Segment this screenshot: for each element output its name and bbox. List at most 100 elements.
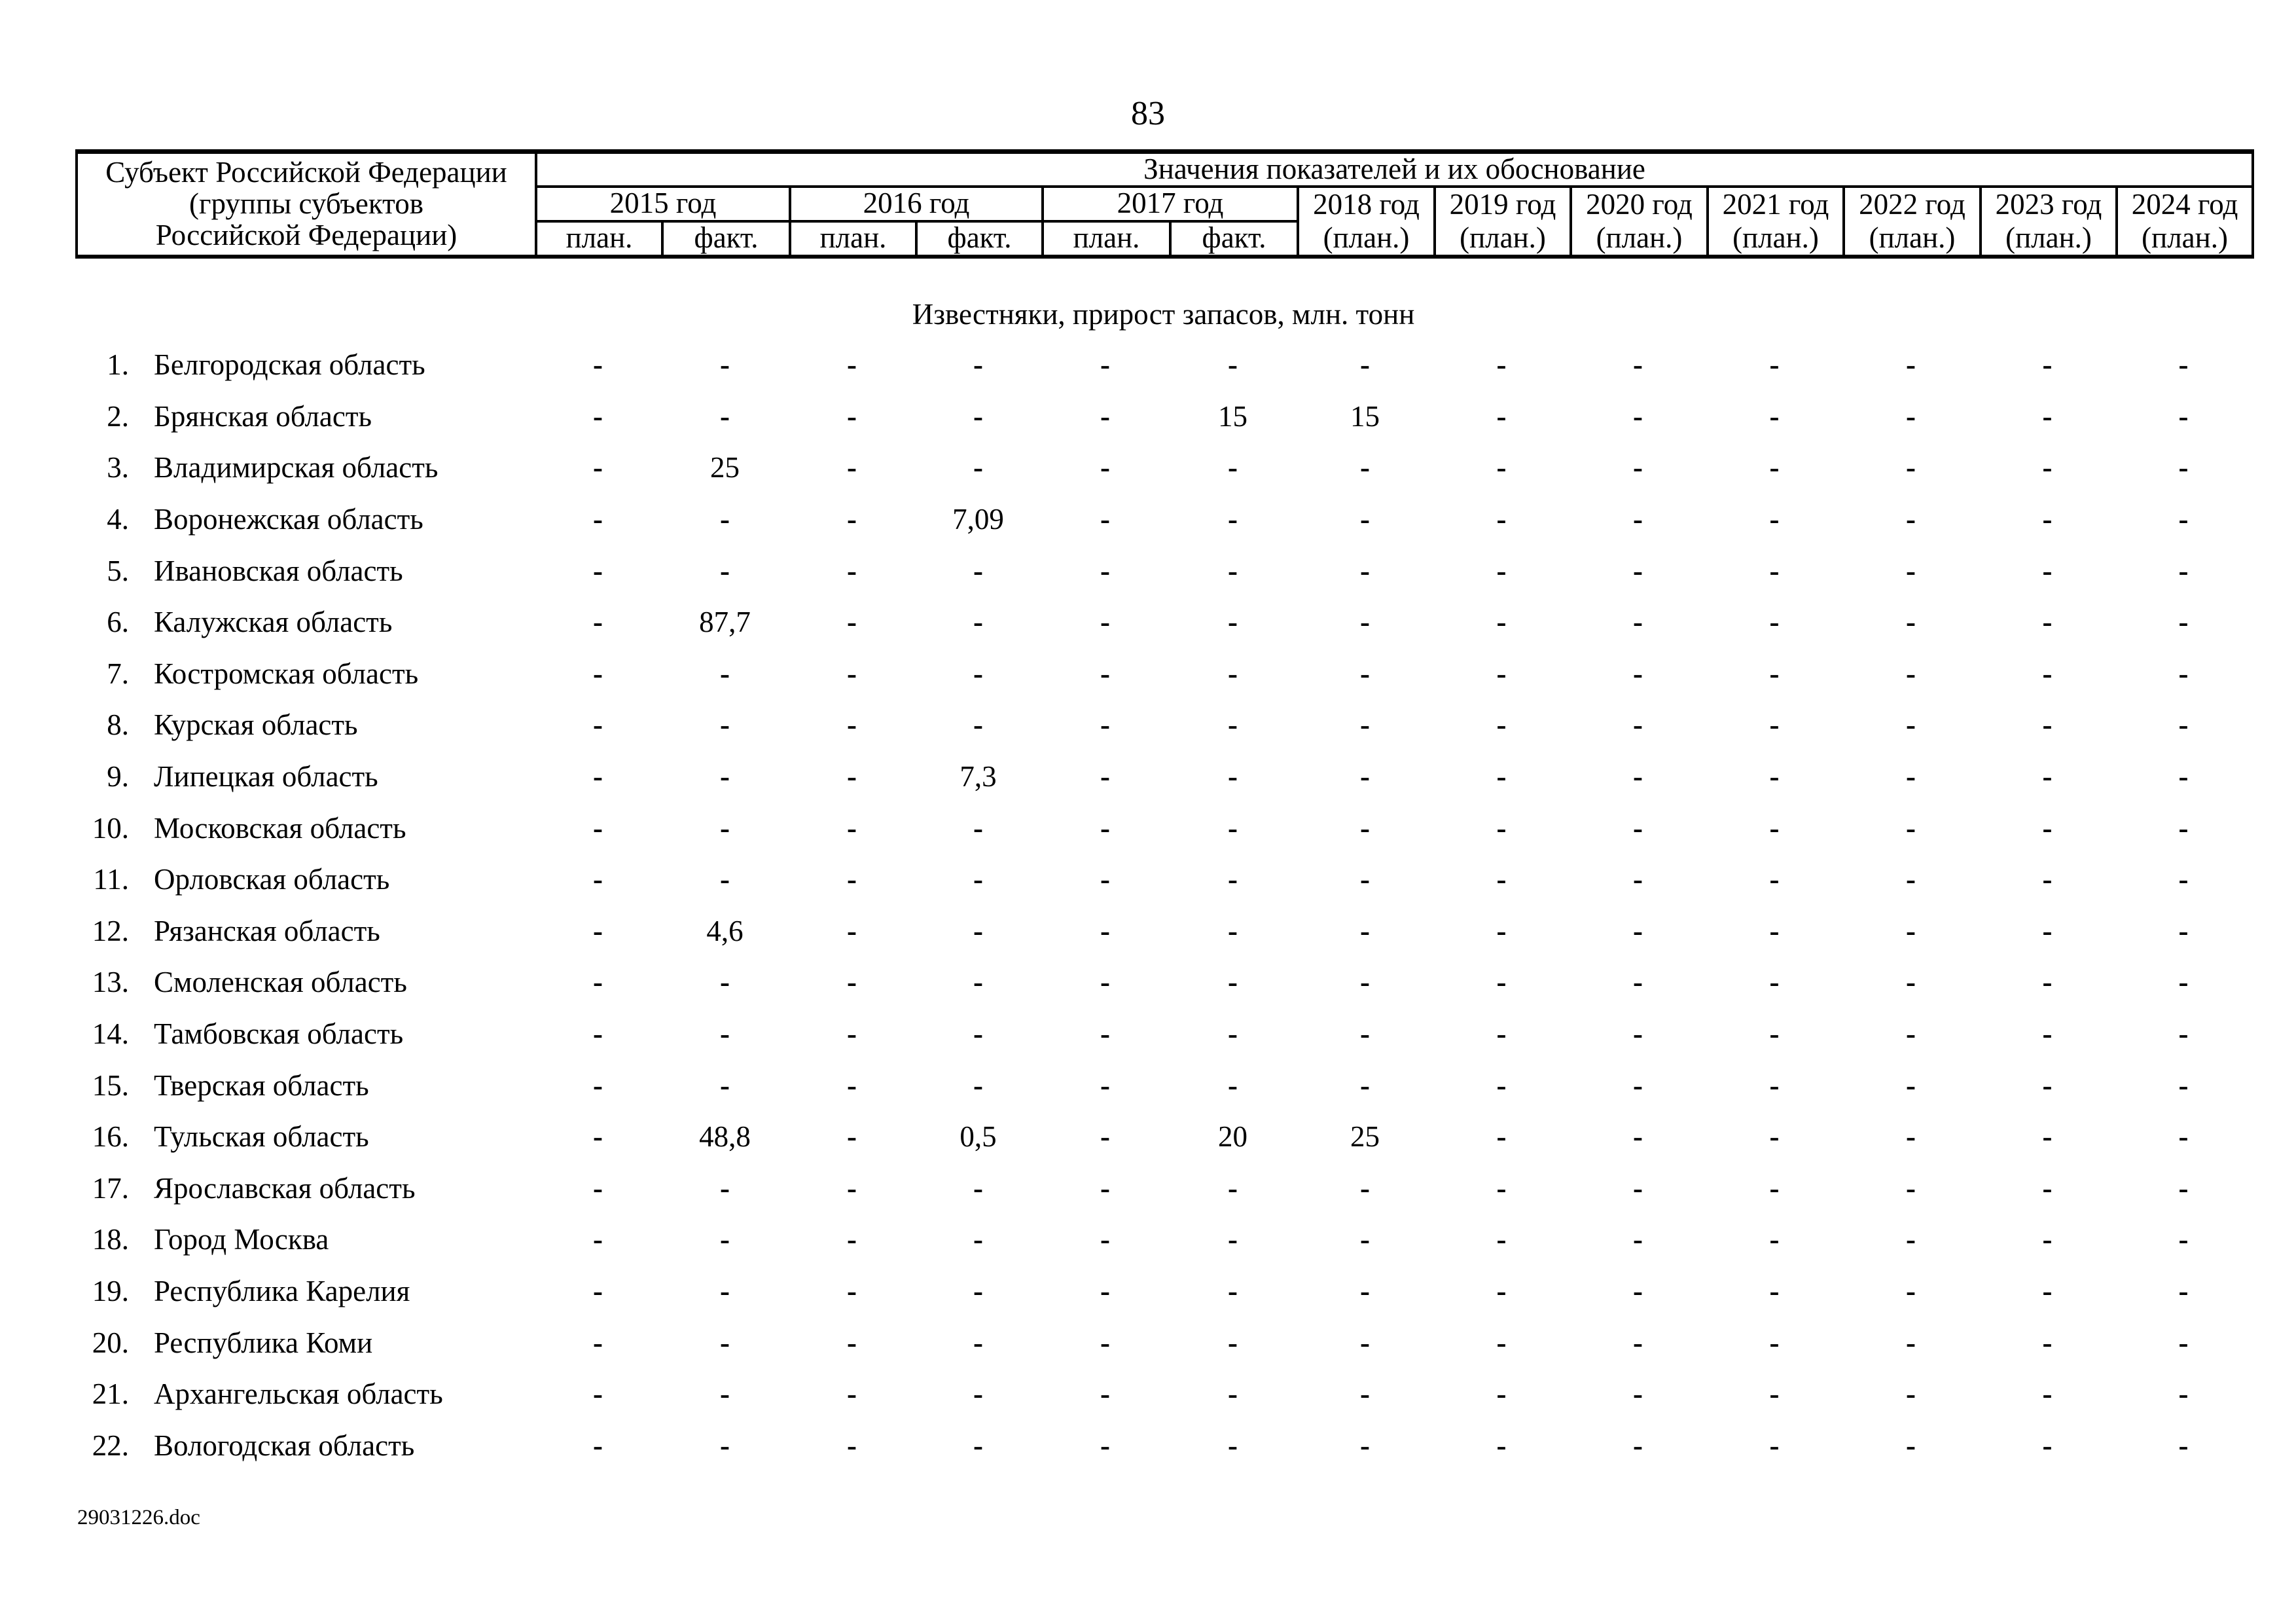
region-cell: 5. Ивановская область (75, 545, 535, 596)
table-row: 20. Республика Коми - - - - - - - - - - - - - (75, 1317, 2251, 1368)
empty-value-cell: - (973, 1223, 983, 1256)
region-cell: 11. Орловская область (75, 854, 535, 905)
plan-fact-header: факт. (1169, 219, 1299, 258)
region-name: Орловская область (154, 863, 390, 896)
value-cell: 0,5 (960, 1120, 997, 1154)
empty-value-cell: - (1100, 1120, 1110, 1154)
empty-value-cell: - (2042, 1326, 2053, 1359)
empty-value-cell: - (1633, 1120, 1643, 1154)
empty-value-cell: - (847, 1017, 857, 1051)
empty-value-cell: - (1906, 1171, 1916, 1205)
empty-value-cell: - (720, 1377, 730, 1411)
empty-value-cell: - (973, 399, 983, 433)
empty-value-cell: - (1633, 811, 1643, 845)
empty-value-cell: - (2042, 399, 2053, 433)
empty-value-cell: - (973, 1326, 983, 1359)
empty-value-cell: - (1100, 863, 1110, 896)
empty-value-cell: - (1360, 503, 1370, 536)
table-row: 14. Тамбовская область - - - - - - - - - - - - - (75, 1008, 2251, 1060)
empty-value-cell: - (1496, 1068, 1507, 1102)
empty-value-cell: - (1100, 708, 1110, 742)
empty-value-cell: - (1100, 966, 1110, 999)
empty-value-cell: - (1228, 1171, 1238, 1205)
empty-value-cell: - (2042, 1068, 2053, 1102)
year-label: 2024 год (2131, 187, 2238, 221)
section-title: Известняки, прирост запасов, млн. тонн (912, 298, 1415, 331)
empty-value-cell: - (1633, 554, 1643, 587)
empty-value-cell: - (1906, 554, 1916, 587)
empty-value-cell: - (2178, 1274, 2189, 1307)
empty-value-cell: - (1906, 1120, 1916, 1154)
plan-label: (план.) (1460, 221, 1546, 254)
empty-value-cell: - (2042, 348, 2053, 382)
value-cell: 7,3 (960, 760, 997, 793)
region-name: Архангельская область (154, 1377, 443, 1411)
page-number: 83 (1131, 95, 1165, 132)
empty-value-cell: - (1100, 503, 1110, 536)
region-name: Смоленская область (154, 966, 407, 999)
row-number: 2. (107, 399, 129, 433)
empty-value-cell: - (1769, 503, 1780, 536)
table-row: 11. Орловская область - - - - - - - - - - - - - (75, 854, 2251, 905)
empty-value-cell: - (973, 1068, 983, 1102)
empty-value-cell: - (1906, 1017, 1916, 1051)
value-cell: 48,8 (699, 1120, 751, 1154)
region-cell: 9. Липецкая область (75, 751, 535, 803)
empty-value-cell: - (1769, 966, 1780, 999)
empty-value-cell: - (593, 1429, 603, 1462)
empty-value-cell: - (973, 1377, 983, 1411)
empty-value-cell: - (973, 914, 983, 947)
empty-value-cell: - (720, 1326, 730, 1359)
empty-value-cell: - (973, 451, 983, 484)
empty-value-cell: - (1496, 657, 1507, 690)
table-row: 2. Брянская область - - - - - 15 15 - - - - - - (75, 391, 2251, 443)
empty-value-cell: - (1906, 1223, 1916, 1256)
empty-value-cell: - (1633, 451, 1643, 484)
empty-value-cell: - (1360, 554, 1370, 587)
empty-value-cell: - (1633, 1171, 1643, 1205)
empty-value-cell: - (1496, 606, 1507, 639)
empty-value-cell: - (1100, 399, 1110, 433)
empty-value-cell: - (1228, 1326, 1238, 1359)
empty-value-cell: - (847, 606, 857, 639)
empty-value-cell: - (1769, 811, 1780, 845)
empty-value-cell: - (973, 348, 983, 382)
table-row: 22. Вологодская область - - - - - - - - - - - - - (75, 1419, 2251, 1471)
empty-value-cell: - (847, 966, 857, 999)
empty-value-cell: - (1496, 1326, 1507, 1359)
value-cell: 25 (1350, 1120, 1380, 1154)
region-name: Вологодская область (154, 1429, 415, 1462)
empty-value-cell: - (1496, 1429, 1507, 1462)
year-label: 2023 год (1995, 187, 2102, 221)
empty-value-cell: - (847, 503, 857, 536)
table-row: 12. Рязанская область - 4,6 - - - - - - - - - - - (75, 905, 2251, 957)
value-cell: 7,09 (952, 503, 1004, 536)
empty-value-cell: - (593, 914, 603, 947)
empty-value-cell: - (973, 1171, 983, 1205)
empty-value-cell: - (2178, 863, 2189, 896)
empty-value-cell: - (1633, 863, 1643, 896)
value-cell: 87,7 (699, 606, 751, 639)
empty-value-cell: - (2178, 1377, 2189, 1411)
empty-value-cell: - (1360, 1171, 1370, 1205)
empty-value-cell: - (847, 657, 857, 690)
empty-value-cell: - (1496, 1274, 1507, 1307)
empty-value-cell: - (1100, 914, 1110, 947)
row-number: 21. (92, 1377, 129, 1411)
empty-value-cell: - (2042, 1429, 2053, 1462)
empty-value-cell: - (847, 1377, 857, 1411)
empty-value-cell: - (1228, 606, 1238, 639)
empty-value-cell: - (1228, 1017, 1238, 1051)
empty-value-cell: - (2042, 1171, 2053, 1205)
empty-value-cell: - (1769, 1326, 1780, 1359)
empty-value-cell: - (2178, 399, 2189, 433)
region-cell: 22. Вологодская область (75, 1419, 535, 1471)
empty-value-cell: - (1633, 1223, 1643, 1256)
empty-value-cell: - (847, 1120, 857, 1154)
region-name: Тверская область (154, 1068, 369, 1102)
empty-value-cell: - (2178, 1120, 2189, 1154)
year-group-header: 2024 год (план.) (2115, 185, 2255, 258)
empty-value-cell: - (847, 1326, 857, 1359)
data-table: 1. Белгородская область - - - - - - - - - - - - - 2. Бря… (75, 339, 2251, 1471)
empty-value-cell: - (1360, 966, 1370, 999)
